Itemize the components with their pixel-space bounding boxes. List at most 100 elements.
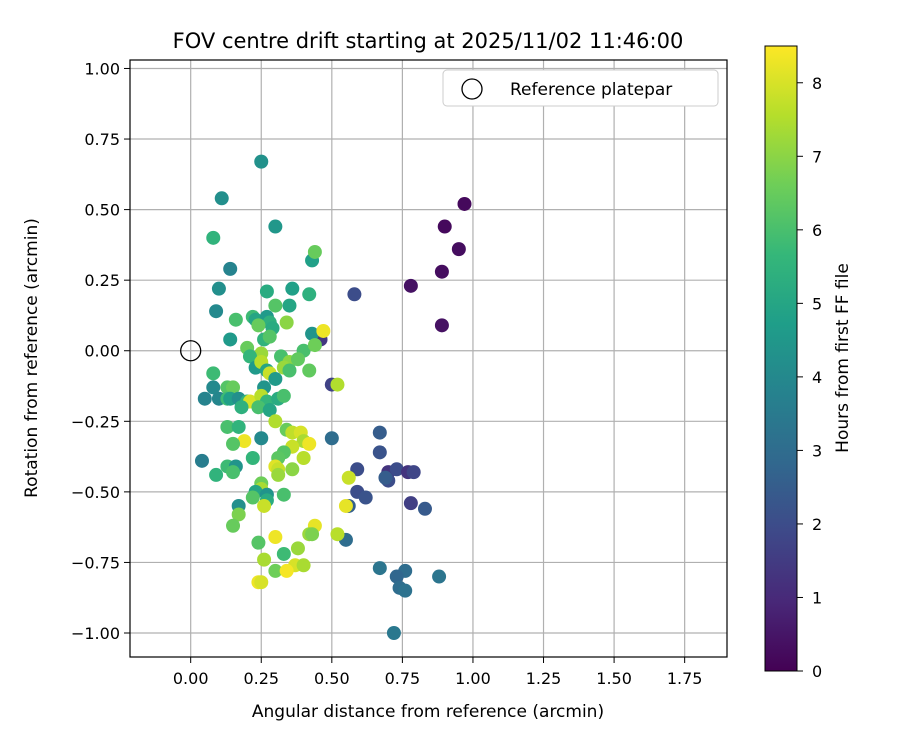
data-points [194, 154, 472, 641]
colorbar-tick-label: 3 [812, 441, 822, 460]
legend-label: Reference platepar [510, 80, 672, 100]
legend-open-circle-icon [461, 78, 483, 100]
x-tick-label: 1.00 [455, 669, 491, 688]
data-point [316, 323, 331, 338]
data-point [245, 490, 260, 505]
data-point [268, 530, 283, 545]
y-tick-label: 0.25 [84, 271, 120, 290]
data-point [417, 501, 432, 516]
y-tick-label: −0.50 [71, 483, 120, 502]
y-tick-label: 0.75 [84, 130, 120, 149]
data-point [330, 377, 345, 392]
colorbar-ticks: 0 1 2 3 4 5 6 7 8 [797, 74, 822, 681]
data-point [220, 419, 235, 434]
data-point [324, 431, 339, 446]
y-tick-label: 0.00 [84, 342, 120, 361]
x-tick-label: 0.25 [243, 669, 279, 688]
data-point [254, 431, 269, 446]
colorbar-tick-label: 2 [812, 515, 822, 534]
data-point [226, 518, 241, 533]
data-point [451, 242, 466, 257]
data-point [226, 380, 241, 395]
data-point [194, 453, 209, 468]
data-point [307, 338, 322, 353]
x-tick-label: 0.50 [314, 669, 350, 688]
data-point [285, 281, 300, 296]
data-point [271, 467, 286, 482]
data-point [305, 326, 320, 341]
y-tick-label: −0.25 [71, 412, 120, 431]
data-point [437, 219, 452, 234]
data-point [231, 507, 246, 522]
data-point [251, 535, 266, 550]
data-point [251, 318, 266, 333]
data-point [262, 329, 277, 344]
data-point [251, 400, 266, 415]
data-point [245, 451, 260, 465]
data-point [386, 626, 401, 641]
x-axis-label: Angular distance from reference (arcmin) [252, 702, 604, 722]
data-point [206, 230, 221, 245]
data-point [347, 287, 362, 302]
data-point [372, 425, 387, 440]
x-axis-ticks: 0.00 0.25 0.50 0.75 1.00 1.25 1.50 1.75 [173, 657, 703, 688]
data-point [259, 284, 274, 299]
legend-box [442, 69, 719, 107]
data-point [276, 487, 291, 502]
data-point [372, 561, 387, 576]
data-point [226, 436, 241, 451]
data-point [432, 569, 447, 584]
data-point [434, 264, 449, 279]
chart-title: FOV centre drift starting at 2025/11/02 … [173, 29, 684, 53]
data-point [276, 546, 291, 561]
data-point [223, 261, 238, 276]
data-point [234, 400, 249, 415]
data-point [268, 371, 283, 386]
data-point [228, 312, 243, 327]
data-point [268, 298, 283, 313]
data-point [389, 569, 404, 584]
data-point [214, 191, 229, 206]
data-point [378, 470, 393, 485]
data-point [226, 465, 241, 480]
data-point [268, 414, 283, 429]
data-point [372, 445, 387, 460]
colorbar-tick-label: 1 [812, 588, 822, 607]
reference-platepar-marker [180, 340, 202, 362]
data-point [276, 388, 291, 403]
x-tick-label: 1.75 [667, 669, 703, 688]
data-point [282, 298, 297, 313]
data-point [403, 278, 418, 293]
colorbar-tick-label: 0 [812, 662, 822, 681]
y-tick-label: −0.75 [71, 553, 120, 572]
colorbar-tick-label: 6 [812, 221, 822, 240]
data-point [296, 558, 311, 573]
data-point [254, 154, 269, 169]
data-point [279, 563, 294, 578]
colorbar-gradient [764, 45, 798, 672]
data-point [398, 583, 413, 598]
colorbar-tick-label: 4 [812, 368, 822, 387]
data-point [285, 462, 300, 477]
data-point [237, 434, 252, 449]
data-point [268, 563, 283, 578]
data-point [197, 391, 212, 406]
colorbar-tick-label: 5 [812, 294, 822, 313]
y-tick-label: 0.50 [84, 201, 120, 220]
x-tick-label: 1.25 [526, 669, 562, 688]
data-point [242, 349, 257, 364]
y-tick-label: −1.00 [71, 624, 120, 643]
x-tick-label: 0.75 [385, 669, 421, 688]
data-point [209, 467, 224, 482]
plot-frame [129, 59, 728, 658]
data-point [290, 352, 305, 367]
y-axis-label: Rotation from reference (arcmin) [22, 218, 42, 498]
colorbar: 0 1 2 3 4 5 6 7 8 Hours from first FF file [764, 45, 853, 681]
colorbar-tick-label: 7 [812, 147, 822, 166]
data-point [406, 465, 421, 480]
data-point [211, 281, 226, 296]
data-point [290, 541, 305, 556]
data-point [223, 332, 238, 347]
data-point [282, 363, 297, 378]
data-point [296, 451, 311, 465]
